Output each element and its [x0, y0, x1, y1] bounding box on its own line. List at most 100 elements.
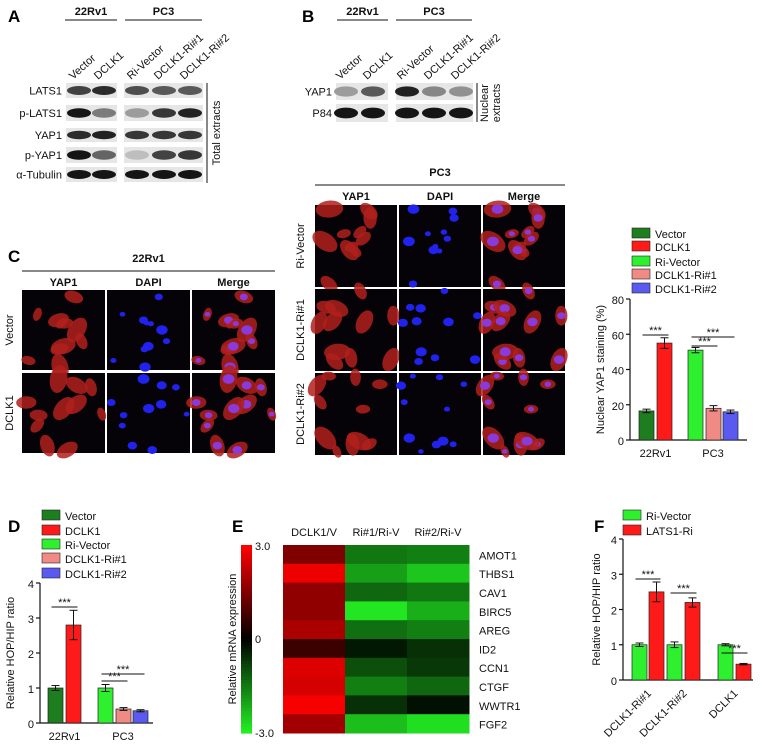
nucleus: [107, 399, 116, 407]
gene-label: ID2: [479, 644, 496, 656]
x-tick-label: 22Rv1: [640, 448, 672, 460]
heatmap-cell: [283, 714, 346, 734]
blot-row-label: LATS1: [29, 86, 62, 98]
nucleus: [514, 354, 524, 362]
nucleus: [440, 287, 449, 295]
yap1-cell: [310, 311, 328, 334]
protein-band: [125, 150, 149, 160]
heatmap-cell: [407, 620, 470, 640]
channel-header: Merge: [508, 191, 540, 203]
nucleus: [415, 304, 426, 313]
yap1-cell: [382, 347, 400, 372]
heatmap-cell: [283, 601, 346, 621]
nucleus: [119, 311, 126, 317]
channel-header: Merge: [217, 277, 249, 289]
protein-band: [67, 108, 91, 118]
nucleus: [147, 446, 158, 454]
nucleus: [527, 317, 538, 327]
blot-row-label: YAP1: [305, 87, 332, 99]
micrograph-merge: [480, 200, 565, 293]
protein-band: [449, 107, 473, 119]
protein-band: [178, 86, 202, 95]
yap1-cell: [332, 445, 342, 458]
yap1-cell: [350, 368, 361, 386]
bar-ri-vector: [97, 687, 114, 724]
yap1-cell: [39, 434, 55, 457]
yap1-cell: [30, 418, 45, 433]
micrograph-yap1: [312, 200, 397, 293]
x-tick-label: PC3: [702, 448, 723, 460]
protein-band: [422, 107, 446, 119]
nucleus: [437, 436, 449, 446]
significance-stars: ***: [707, 327, 721, 339]
colorbar-segment: [241, 698, 252, 703]
if-C-panel: 22Rv1 YAP1 DAPI Merge Vector DCLK1: [4, 253, 277, 459]
nucleus: [139, 362, 151, 372]
extract-label: extracts: [491, 83, 503, 122]
yap1-cell: [336, 229, 351, 239]
nucleus: [557, 312, 566, 320]
yap1-cell: [320, 275, 338, 293]
extract-label: Total extracts: [211, 100, 223, 165]
colorbar-segment: [241, 639, 252, 643]
nucleus: [110, 358, 117, 363]
x-tick-label: PC3: [112, 731, 133, 743]
nucleus: [227, 341, 239, 351]
legend-entry: DCLK1: [65, 526, 100, 538]
legend-swatch: [631, 240, 651, 252]
protein-band: [422, 86, 446, 97]
heatmap-cell: [283, 676, 346, 696]
nucleus: [512, 246, 523, 255]
panel-label-C: C: [8, 247, 20, 266]
panel-title: 22Rv1: [132, 253, 164, 265]
heatmap-cell: [345, 582, 408, 602]
yap1-cell: [64, 290, 84, 304]
colorbar-segment: [241, 692, 252, 696]
cell-line-header: 22Rv1: [75, 6, 107, 18]
yap1-cell: [58, 318, 74, 329]
blot-row-label: YAP1: [35, 130, 62, 142]
heatmap-cell: [407, 714, 470, 734]
nucleus: [491, 204, 504, 214]
y-tick-label: 40: [612, 366, 624, 378]
bar-ri-vector: [631, 644, 648, 681]
heatmap: DCLK1/V Ri#1/Ri-V Ri#2/Ri-V AMOT1 THBS1 CAV1 B…: [227, 527, 521, 740]
colorbar-segment: [241, 723, 252, 728]
nucleus: [524, 229, 532, 235]
protein-band: [125, 170, 149, 179]
lane-label: DCLK1: [361, 50, 395, 83]
heatmap-cell: [283, 620, 346, 640]
bar-dclk1-ri-2: [132, 710, 149, 724]
heatmap-cell: [345, 695, 408, 715]
nucleus: [486, 236, 499, 247]
micrograph-background: [399, 205, 481, 287]
cell-line-header: PC3: [153, 6, 174, 18]
nucleus: [204, 412, 213, 419]
colorbar-segment: [241, 707, 252, 712]
y-tick-label: 0: [611, 676, 617, 688]
gene-label: WWTR1: [479, 701, 521, 713]
heatmap-cell: [407, 676, 470, 696]
channel-header: DAPI: [427, 191, 453, 203]
y-tick-label: 3: [28, 614, 34, 626]
y-tick-label: 3: [611, 570, 617, 582]
nucleus: [192, 399, 201, 407]
yap1-cell: [33, 307, 42, 321]
colorbar-segment: [241, 654, 252, 659]
yap1-cell: [387, 305, 400, 326]
colorbar-segment: [241, 592, 252, 596]
y-tick-label: 0: [28, 719, 34, 731]
significance-stars: ***: [728, 643, 742, 655]
x-tick-label: 22Rv1: [49, 731, 81, 743]
protein-band: [125, 130, 149, 140]
nucleus: [403, 433, 415, 443]
yap1-cell: [50, 338, 76, 355]
nucleus: [443, 317, 454, 327]
legend-swatch: [622, 524, 642, 536]
yap1-cell: [84, 378, 97, 397]
protein-band: [178, 150, 202, 160]
legend-swatch: [41, 552, 61, 564]
colorbar-label: Relative mRNA expression: [227, 574, 239, 705]
y-tick-label: 2: [28, 649, 34, 661]
